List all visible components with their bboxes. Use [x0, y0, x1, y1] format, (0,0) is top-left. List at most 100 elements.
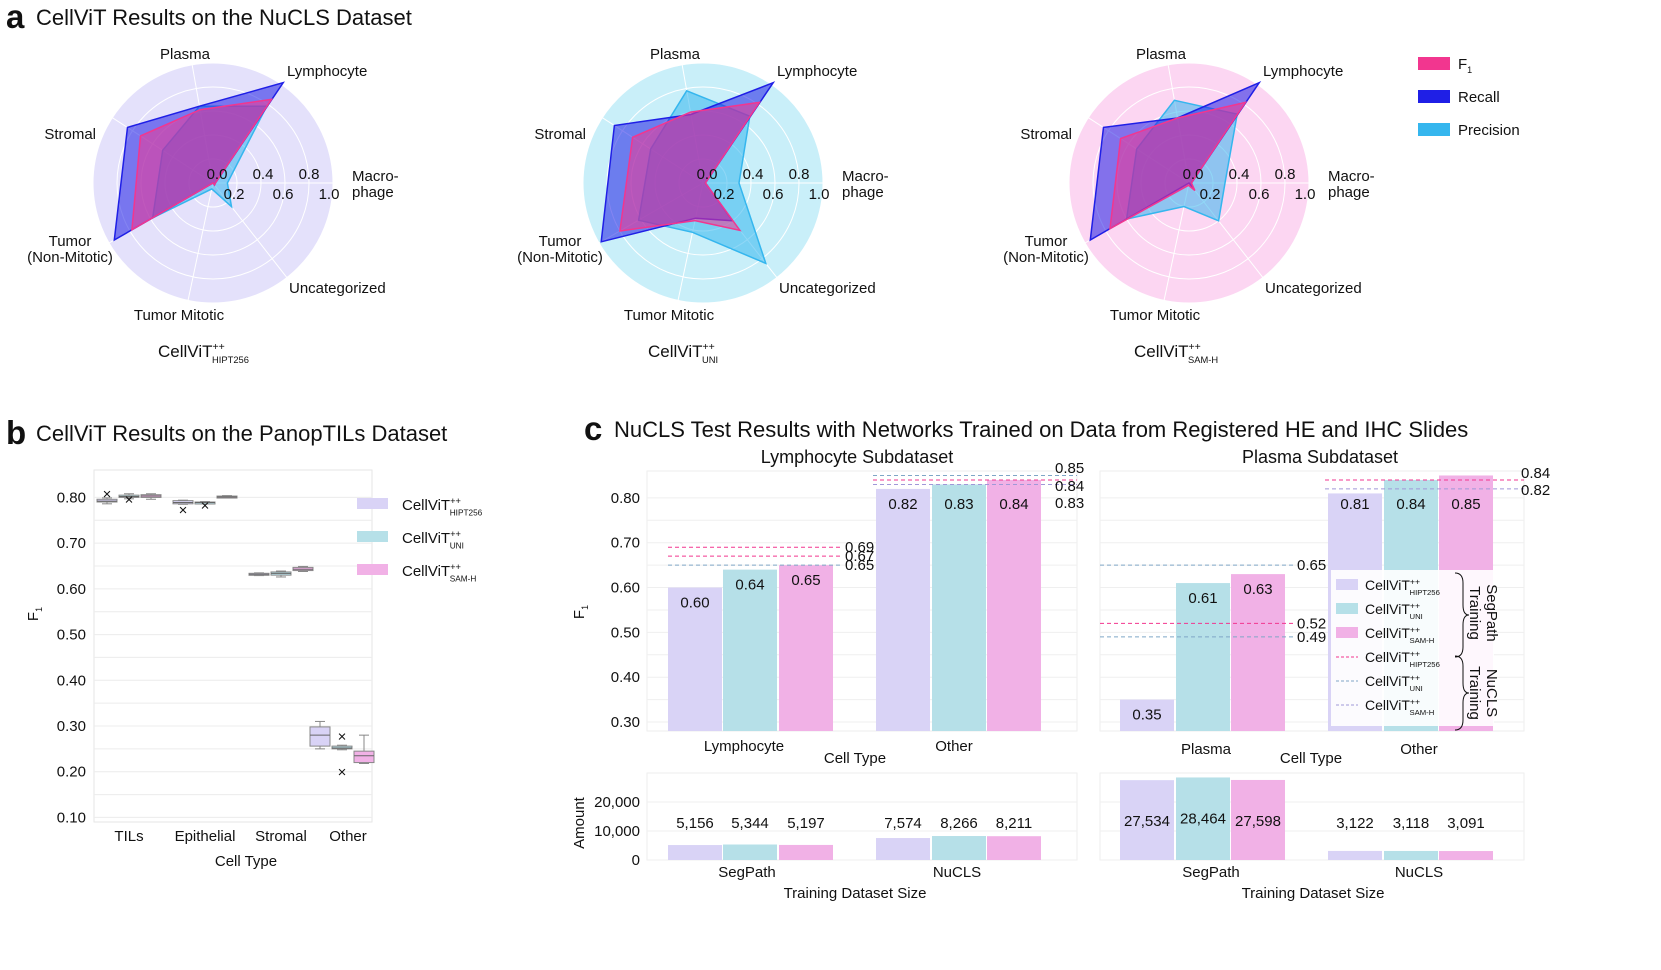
- radial-tick-label: 0.2: [224, 186, 245, 203]
- y-axis-label: F1: [571, 605, 590, 619]
- box-outlier: ×: [338, 728, 347, 745]
- bar-value-label: 0.82: [888, 496, 917, 513]
- legend-swatch: [357, 498, 388, 509]
- legend-swatch: [1336, 627, 1358, 638]
- amount-value-label: 8,266: [940, 815, 978, 832]
- amount-x-axis-label: Training Dataset Size: [1242, 885, 1385, 902]
- amount-value-label: 28,464: [1180, 810, 1226, 827]
- amount-value-label: 3,118: [1393, 815, 1429, 832]
- amount-value-label: 5,197: [787, 815, 825, 832]
- axis-label: Uncategorized: [289, 280, 386, 297]
- amount-bar: [1384, 850, 1438, 860]
- axis-label: Stromal: [534, 126, 586, 143]
- nucls-line-label: 0.49: [1297, 629, 1326, 646]
- f1-bar: [779, 565, 833, 731]
- axis-label: Tumor Mitotic: [134, 307, 225, 324]
- y-tick-label: 0.20: [57, 764, 86, 781]
- y-tick-label: 0.50: [611, 624, 640, 641]
- radial-tick-label: 0.8: [789, 166, 810, 183]
- bar-value-label: 0.63: [1243, 581, 1272, 598]
- y-tick-label: 0.40: [57, 672, 86, 689]
- box: [353, 750, 375, 764]
- legend-swatch: [1418, 57, 1450, 70]
- amount-bar: [668, 845, 722, 860]
- legend-label: CellViT++ SAM-H: [1365, 696, 1434, 717]
- bar-value-label: 0.83: [944, 496, 973, 513]
- amount-value-label: 27,598: [1235, 813, 1281, 830]
- y-tick-label: 0.30: [57, 718, 86, 735]
- panel-b-title: CellViT Results on the PanopTILs Dataset: [36, 421, 447, 446]
- panel-a-title: CellViT Results on the NuCLS Dataset: [36, 5, 412, 30]
- bar-value-label: 0.65: [791, 572, 820, 589]
- amount-x-axis-label: Training Dataset Size: [784, 885, 927, 902]
- nucls-line-label: 0.84: [1055, 478, 1084, 495]
- legend-label: CellViT++ HIPT256: [1365, 576, 1440, 597]
- f1-polygon: [1109, 101, 1248, 230]
- panel-c-title: NuCLS Test Results with Networks Trained…: [614, 417, 1468, 442]
- nucls-line-label: 0.65: [845, 557, 874, 574]
- radar-chart-title: CellViT++ HIPT256: [158, 341, 249, 365]
- x-tick-label: Other: [935, 738, 973, 755]
- subplot-title: Plasma Subdataset: [1242, 447, 1398, 467]
- bar-value-label: 0.64: [735, 577, 764, 594]
- y-axis-label: F1: [25, 607, 44, 621]
- axis-label: Uncategorized: [779, 280, 876, 297]
- amount-x-tick-label: NuCLS: [933, 864, 981, 881]
- legend-swatch: [1418, 123, 1450, 136]
- legend-swatch: [1418, 90, 1450, 103]
- y-tick-label: 0.50: [57, 627, 86, 644]
- boxplot-plot-area: [93, 469, 373, 823]
- legend-group-label: NuCLSTraining: [1466, 666, 1500, 720]
- y-tick-label: 0.10: [57, 809, 86, 826]
- radial-tick-label: 0.2: [714, 186, 735, 203]
- axis-label: Tumor (Non-Mitotic): [27, 233, 113, 266]
- box-outlier: ×: [201, 498, 210, 515]
- axis-label: Tumor (Non-Mitotic): [517, 233, 603, 266]
- amount-x-tick-label: SegPath: [1182, 864, 1240, 881]
- radial-tick-label: 0.0: [697, 166, 718, 183]
- radial-tick-label: 1.0: [1295, 186, 1316, 203]
- axis-label: Stromal: [44, 126, 96, 143]
- amount-bar: [723, 844, 777, 860]
- amount-bar: [1176, 777, 1230, 860]
- amount-value-label: 5,344: [731, 815, 769, 832]
- bar-value-label: 0.85: [1451, 496, 1480, 513]
- axis-label: Macro-phage: [352, 168, 399, 201]
- legend-label: CellViT++ UNI: [1365, 600, 1423, 621]
- radial-tick-label: 0.0: [1183, 166, 1204, 183]
- amount-bar: [1231, 779, 1285, 860]
- panel-c-letter: c: [584, 410, 602, 447]
- legend-swatch: [357, 531, 388, 542]
- x-axis-label: Cell Type: [1280, 750, 1342, 767]
- legend-label: CellViT++ UNI: [402, 529, 464, 550]
- bar-value-label: 0.61: [1188, 590, 1217, 607]
- axis-label: Macro-phage: [1328, 168, 1375, 201]
- bar-legend: CellViT++ HIPT256 CellViT++ UNI CellViT++ SAM…: [1331, 570, 1500, 731]
- f1-bar: [932, 484, 986, 731]
- legend-label: Recall: [1458, 89, 1500, 106]
- axis-label: Plasma: [650, 46, 701, 63]
- radial-tick-label: 0.2: [1200, 186, 1221, 203]
- radial-tick-label: 0.8: [299, 166, 320, 183]
- axis-label: Tumor Mitotic: [624, 307, 715, 324]
- radar-chart-title: CellViT++ SAM-H: [1134, 341, 1218, 365]
- nucls-line-label: 0.85: [1055, 460, 1084, 477]
- nucls-line-label: 0.65: [1297, 557, 1326, 574]
- radar-chart-title: CellViT++ UNI: [648, 341, 718, 365]
- box-outlier: ×: [338, 764, 347, 781]
- axis-label: Tumor (Non-Mitotic): [1003, 233, 1089, 266]
- amount-bar: [876, 838, 930, 860]
- bar-value-label: 0.84: [999, 496, 1028, 513]
- amount-bar: [1120, 780, 1174, 860]
- axis-label: Plasma: [160, 46, 211, 63]
- legend-swatch: [357, 564, 388, 575]
- y-tick-label: 0.60: [611, 580, 640, 597]
- amount-bar: [932, 836, 986, 860]
- legend-brace: [1454, 572, 1470, 658]
- x-tick-label: Stromal: [255, 828, 307, 845]
- y-tick-label: 0.30: [611, 714, 640, 731]
- axis-label: Lymphocyte: [777, 63, 857, 80]
- y-tick-label: 0.40: [611, 669, 640, 686]
- bar-value-label: 0.84: [1396, 496, 1425, 513]
- f1-bar: [1120, 699, 1174, 731]
